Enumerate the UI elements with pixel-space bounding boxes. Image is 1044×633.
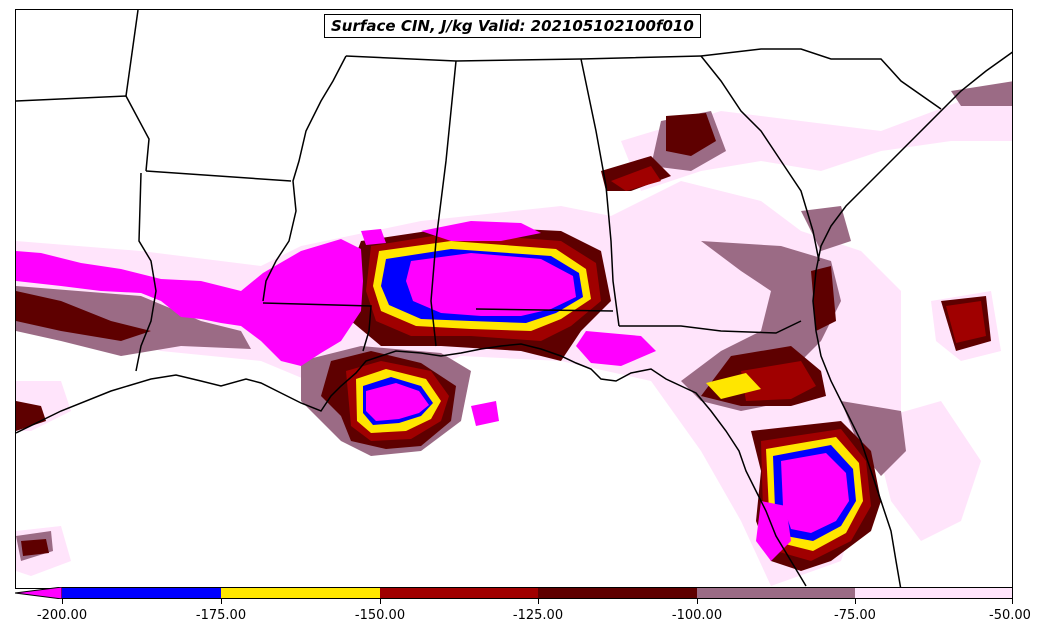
cin-map: [16, 10, 1012, 588]
colorbar-tick-mark: [855, 599, 856, 604]
colorbar-tick-mark: [221, 599, 222, 604]
state-border-ar-north: [125, 10, 139, 97]
colorbar-tick-label: -125.00: [512, 608, 564, 623]
coastline-atlantic: [812, 51, 1012, 588]
colorbar-tick-label: -200.00: [36, 608, 88, 623]
state-border-ms-al: [430, 60, 457, 347]
state-border-la-ms-south: [262, 302, 372, 352]
colorbar: [15, 587, 1013, 599]
state-border-al-ga: [580, 58, 620, 327]
state-border-ok-ar: [16, 95, 150, 172]
colorbar-segment-blue: [62, 587, 221, 599]
colorbar-segment-lightpink: [855, 587, 1013, 599]
map-panel: [15, 9, 1013, 589]
state-border-ar-la: [145, 170, 292, 182]
colorbar-tick-label: -75.00: [834, 608, 876, 623]
colorbar-segment-darkred: [538, 587, 697, 599]
colorbar-tick-mark: [697, 599, 698, 604]
colorbar-segment-yellow: [221, 587, 380, 599]
state-border-sc-nc: [700, 48, 942, 110]
colorbar-segment-red: [380, 587, 538, 599]
coastline-gulf: [16, 343, 807, 587]
colorbar-tick-mark: [538, 599, 539, 604]
colorbar-segment-mauve: [697, 587, 855, 599]
colorbar-tick-label: -175.00: [195, 608, 247, 623]
boundaries: [16, 10, 1012, 588]
cin-band-magenta: [16, 221, 849, 561]
state-border-tx-la: [135, 172, 157, 372]
mississippi-river: [262, 55, 347, 302]
state-border-al-fl: [475, 308, 614, 312]
colorbar-tick-mark: [1012, 599, 1013, 604]
colorbar-tick-label: -100.00: [671, 608, 723, 623]
state-border-ga-sc: [700, 55, 820, 262]
colorbar-tick-label: -50.00: [989, 608, 1031, 623]
colorbar-tick-mark: [380, 599, 381, 604]
cin-shading: [16, 81, 1012, 586]
colorbar-tick-label: -150.00: [354, 608, 406, 623]
colorbar-tick-mark: [62, 599, 63, 604]
colorbar-extension-min: [15, 587, 63, 599]
state-border-tn-south: [345, 55, 702, 62]
map-title: Surface CIN, J/kg Valid: 202105102100f01…: [324, 14, 701, 38]
state-border-ga-fl: [619, 320, 802, 334]
